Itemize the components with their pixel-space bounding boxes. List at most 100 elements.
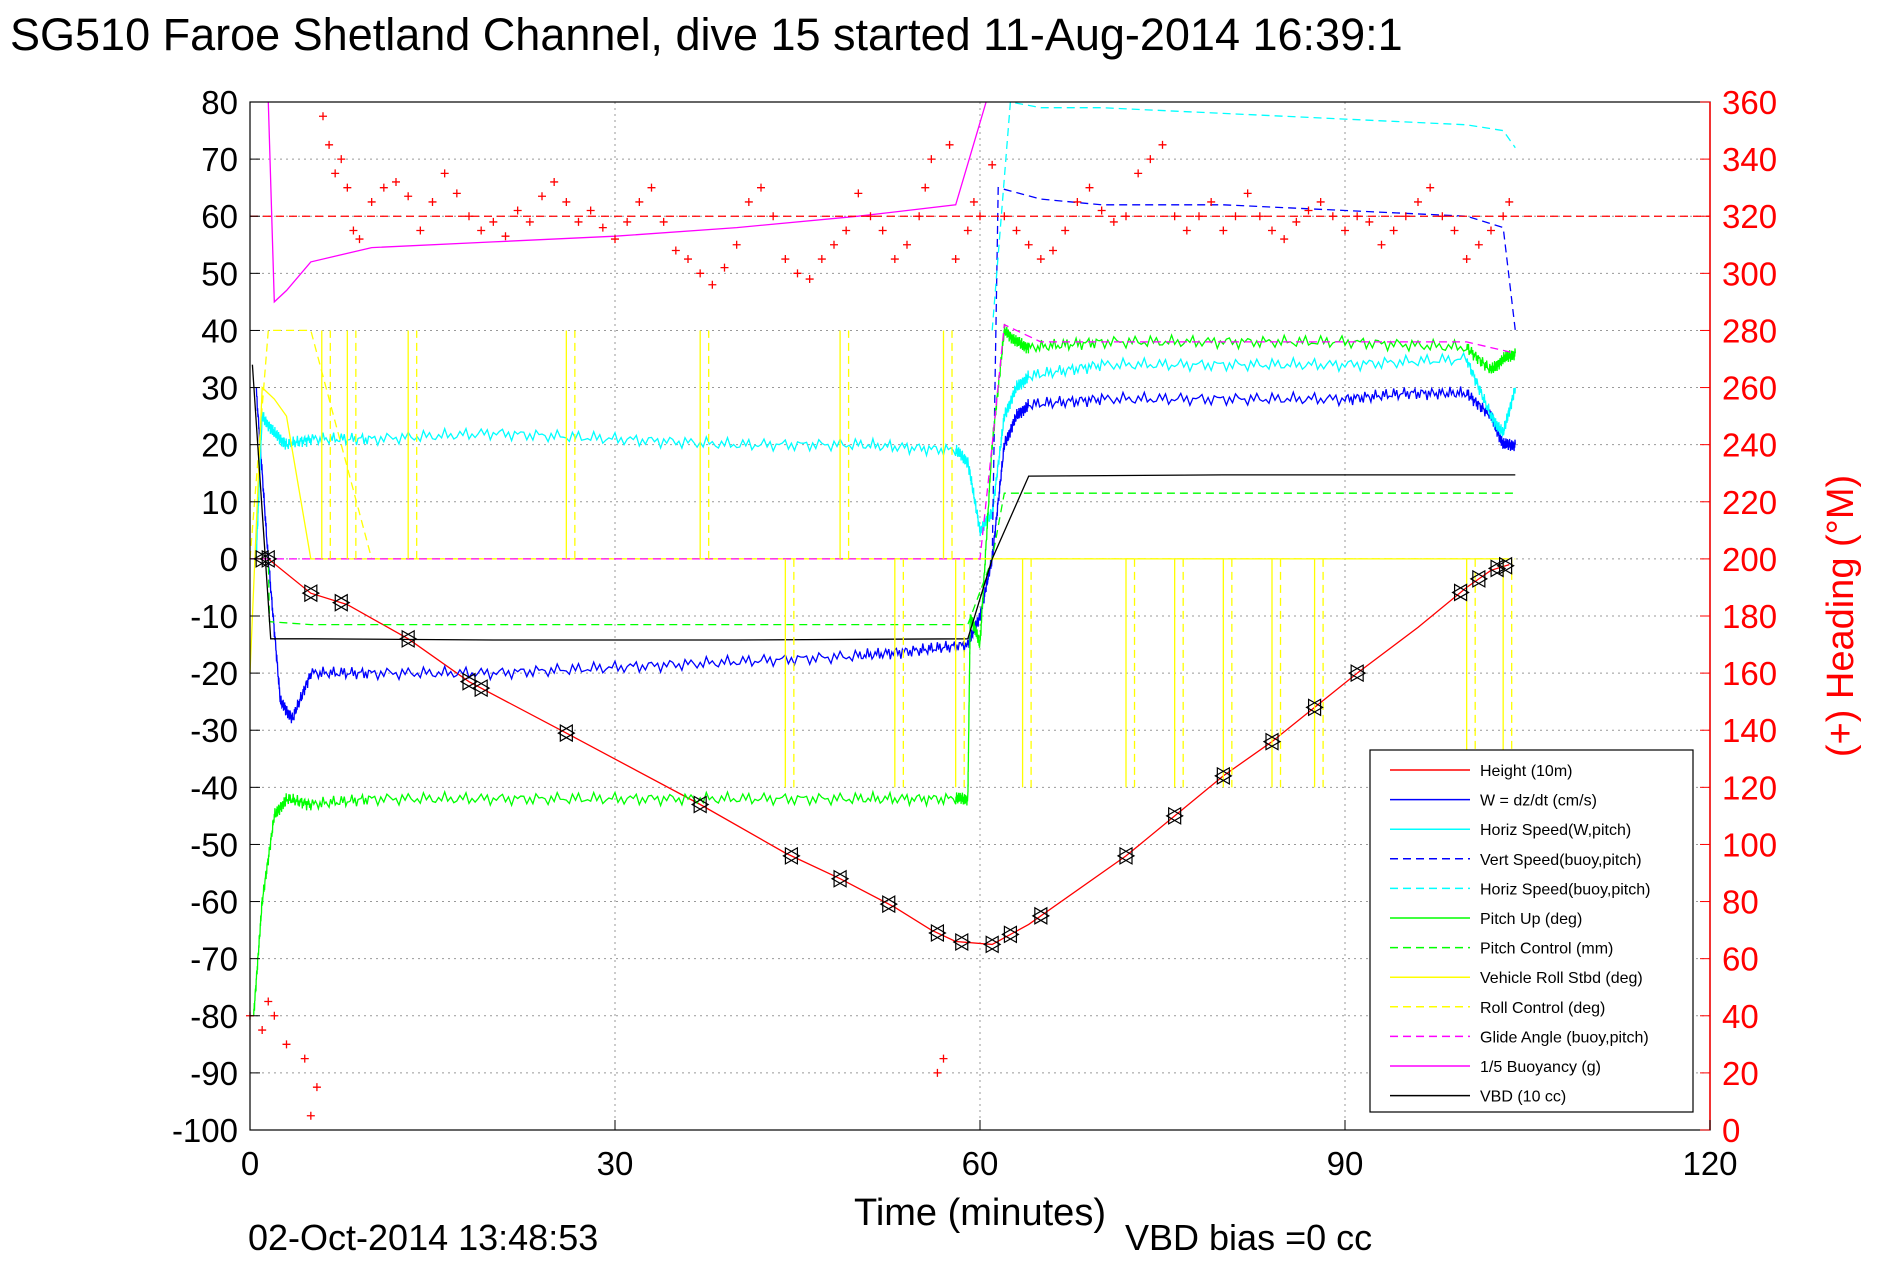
footer-timestamp: 02-Oct-2014 13:48:53 <box>248 1217 598 1258</box>
height-marker-left <box>1214 766 1230 785</box>
x-tick-label: 0 <box>241 1145 259 1182</box>
x-tick-label: 30 <box>597 1145 634 1182</box>
y-tick-label-left: -100 <box>172 1112 238 1149</box>
series-line-horiz <box>255 351 1516 559</box>
y-tick-label-right: 60 <box>1722 941 1759 978</box>
y-tick-label-right: 240 <box>1722 427 1777 464</box>
heading-point <box>538 192 546 201</box>
series-line-vert_buoy <box>991 186 1516 559</box>
heading-point <box>1024 240 1033 249</box>
height-marker-left <box>690 795 707 814</box>
legend-label-w: W = dz/dt (cm/s) <box>1480 793 1597 810</box>
legend-label-horiz_buoy: Horiz Speed(buoy,pitch) <box>1480 881 1650 898</box>
y-tick-label-right: 260 <box>1722 370 1777 407</box>
y-tick-label-right: 220 <box>1722 484 1777 521</box>
height-marker-right <box>784 846 801 865</box>
heading-point <box>1304 206 1313 215</box>
height-marker-right <box>1003 925 1020 944</box>
height-marker-left <box>557 724 573 743</box>
height-marker-left <box>1451 583 1468 602</box>
heading-point <box>830 240 838 249</box>
heading-point <box>817 255 826 264</box>
heading-point <box>757 183 765 192</box>
right-axis-label: (+) Heading (°M) <box>1820 475 1862 757</box>
heading-point <box>300 1054 309 1063</box>
heading-point <box>501 232 510 241</box>
heading-point <box>1341 226 1349 235</box>
height-marker-right <box>955 932 971 952</box>
height-marker-left <box>982 935 999 954</box>
height-marker-right <box>474 679 491 698</box>
y-tick-label-right: 40 <box>1722 998 1759 1035</box>
height-marker-right <box>1453 583 1470 602</box>
y-tick-label-right: 120 <box>1722 769 1777 806</box>
heading-point <box>282 1040 291 1049</box>
y-tick-label-left: 70 <box>201 141 238 178</box>
heading-point <box>355 235 364 244</box>
heading-point <box>1438 212 1447 221</box>
heading-point <box>1134 169 1143 178</box>
heading-point <box>1243 189 1252 198</box>
height-marker-right <box>462 672 479 691</box>
heading-point <box>1365 217 1374 226</box>
y-tick-label-right: 200 <box>1722 541 1777 578</box>
heading-point <box>732 240 741 249</box>
height-marker-left <box>301 584 318 603</box>
legend-label-vert_buoy: Vert Speed(buoy,pitch) <box>1480 852 1642 869</box>
series-line-roll_ctrl <box>249 329 1516 560</box>
heading-point <box>416 226 425 235</box>
y-tick-label-left: 30 <box>201 370 238 407</box>
height-marker-right <box>304 584 321 603</box>
y-tick-label-right: 320 <box>1722 198 1777 235</box>
x-tick-label: 120 <box>1682 1145 1737 1182</box>
heading-point <box>933 1068 942 1077</box>
series-layer <box>249 101 1516 1016</box>
height-marker-left <box>1262 732 1279 751</box>
y-tick-label-left: 10 <box>201 484 238 521</box>
height-marker-left <box>1305 698 1322 717</box>
height-marker-right <box>1307 698 1324 717</box>
height-marker-right <box>882 895 898 914</box>
y-tick-label-left: -50 <box>190 826 238 863</box>
y-tick-label-right: 140 <box>1722 712 1777 749</box>
height-marker-right <box>693 795 710 814</box>
heading-point <box>1073 197 1082 206</box>
heading-point <box>1316 197 1325 206</box>
heading-point <box>258 1026 267 1035</box>
heading-point <box>562 197 571 206</box>
series-line-glide <box>250 323 1516 560</box>
heading-point <box>477 226 486 235</box>
height-marker-right <box>1119 846 1136 865</box>
heading-point <box>1036 255 1045 264</box>
y-tick-label-left: -20 <box>190 655 238 692</box>
y-tick-label-right: 280 <box>1722 312 1777 349</box>
heading-point <box>1182 226 1191 235</box>
y-tick-label-right: 360 <box>1722 84 1777 121</box>
series-line-pitch <box>253 323 1516 1016</box>
height-marker-left <box>252 549 269 568</box>
heading-point <box>647 183 656 192</box>
height-marker-left <box>1001 925 1018 944</box>
height-markers-layer <box>252 549 1515 954</box>
heading-point <box>1219 226 1228 235</box>
heading-point <box>1158 140 1167 149</box>
heading-point <box>1122 212 1130 221</box>
heading-point <box>1195 212 1203 221</box>
footer-vbd-bias: VBD bias =0 cc <box>1125 1217 1372 1258</box>
heading-point <box>264 997 273 1006</box>
heading-point <box>684 255 692 264</box>
legend-label-horiz: Horiz Speed(W,pitch) <box>1480 822 1631 839</box>
height-marker-right <box>1490 559 1507 578</box>
heading-point <box>1170 212 1179 221</box>
y-tick-label-left: 50 <box>201 255 238 292</box>
heading-point <box>312 1083 321 1092</box>
heading-points-layer <box>246 112 1710 1120</box>
series-line-vbd <box>251 364 1516 641</box>
heading-point <box>781 255 790 264</box>
heading-point <box>805 275 814 284</box>
heading-point <box>866 212 875 221</box>
x-tick-label: 90 <box>1327 1145 1364 1182</box>
heading-point <box>1401 212 1410 221</box>
heading-point <box>367 197 376 206</box>
